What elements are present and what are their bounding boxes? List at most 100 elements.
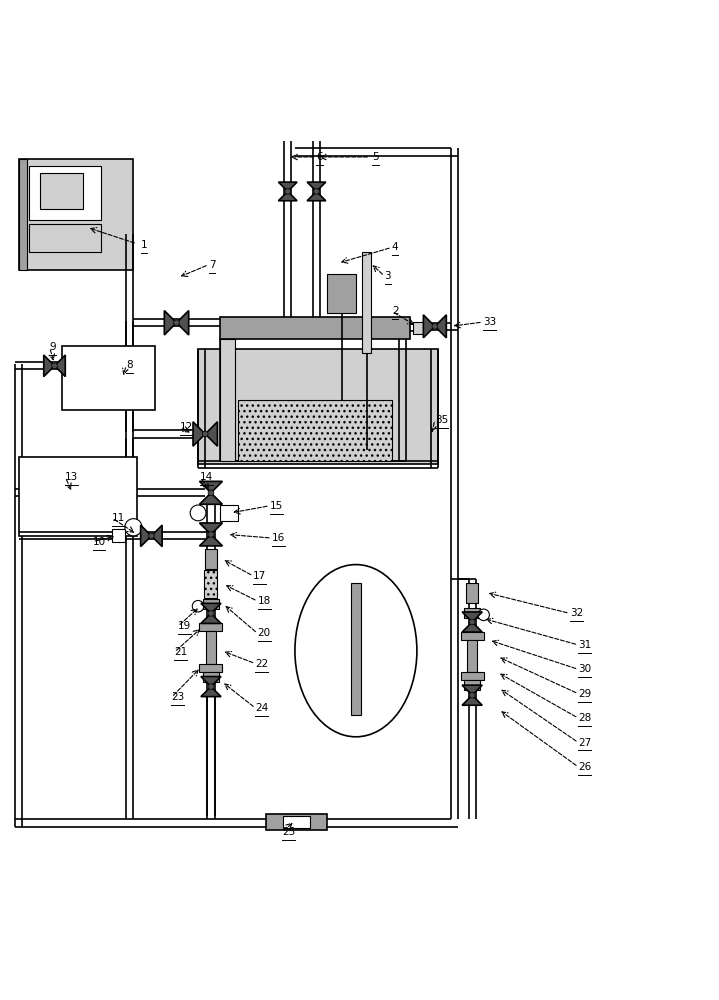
Polygon shape xyxy=(201,687,221,697)
Polygon shape xyxy=(193,422,205,446)
Bar xyxy=(461,672,484,680)
Text: 19: 19 xyxy=(178,621,191,631)
Polygon shape xyxy=(205,422,217,446)
Polygon shape xyxy=(176,311,188,335)
Text: 20: 20 xyxy=(257,628,271,638)
Circle shape xyxy=(52,363,58,369)
Bar xyxy=(204,570,217,598)
Text: 18: 18 xyxy=(257,596,271,606)
Polygon shape xyxy=(55,355,65,377)
Polygon shape xyxy=(462,612,482,622)
Text: 7: 7 xyxy=(209,260,216,270)
Text: 10: 10 xyxy=(93,537,106,547)
Bar xyxy=(219,317,410,339)
Bar xyxy=(226,339,399,461)
Bar xyxy=(464,680,480,690)
Polygon shape xyxy=(462,685,482,695)
Circle shape xyxy=(470,619,475,625)
Polygon shape xyxy=(462,695,482,705)
Circle shape xyxy=(208,684,214,689)
Circle shape xyxy=(313,189,319,194)
Polygon shape xyxy=(165,311,176,335)
Text: 3: 3 xyxy=(385,271,391,281)
Polygon shape xyxy=(435,315,446,338)
Circle shape xyxy=(192,600,203,612)
Text: 29: 29 xyxy=(578,689,592,699)
Polygon shape xyxy=(199,523,222,534)
Polygon shape xyxy=(307,182,326,191)
Text: 30: 30 xyxy=(578,664,592,674)
Polygon shape xyxy=(201,613,221,623)
Polygon shape xyxy=(278,191,297,201)
Text: 22: 22 xyxy=(255,659,269,669)
Bar xyxy=(19,457,137,536)
Bar xyxy=(219,339,235,461)
Text: 25: 25 xyxy=(282,827,296,837)
Text: 14: 14 xyxy=(200,472,214,482)
Text: 4: 4 xyxy=(392,242,398,252)
Bar xyxy=(203,672,219,682)
Bar xyxy=(464,608,480,618)
Polygon shape xyxy=(141,525,152,547)
Bar xyxy=(467,583,478,603)
Bar xyxy=(205,549,216,569)
Text: 13: 13 xyxy=(65,472,78,482)
Polygon shape xyxy=(44,355,55,377)
Text: 17: 17 xyxy=(253,571,267,581)
Polygon shape xyxy=(199,481,222,493)
Circle shape xyxy=(202,431,208,437)
Circle shape xyxy=(470,692,475,698)
Bar xyxy=(199,664,222,672)
Text: 23: 23 xyxy=(172,692,185,702)
Text: 21: 21 xyxy=(174,647,188,657)
Polygon shape xyxy=(307,191,326,201)
Text: 16: 16 xyxy=(272,533,285,543)
Bar xyxy=(206,631,216,664)
Polygon shape xyxy=(152,525,162,547)
Bar xyxy=(266,814,327,830)
Bar xyxy=(237,400,392,461)
Circle shape xyxy=(174,320,179,326)
Polygon shape xyxy=(423,315,435,338)
Text: 28: 28 xyxy=(578,713,592,723)
Circle shape xyxy=(208,490,214,496)
Bar xyxy=(29,224,101,252)
Bar xyxy=(362,252,371,353)
Text: 12: 12 xyxy=(180,422,193,432)
Bar xyxy=(112,529,125,542)
Bar xyxy=(327,274,356,313)
Polygon shape xyxy=(278,182,297,191)
Text: 11: 11 xyxy=(112,513,125,523)
Bar xyxy=(283,816,310,828)
Bar xyxy=(351,583,361,715)
Text: 8: 8 xyxy=(127,360,133,370)
Text: 1: 1 xyxy=(141,240,147,250)
Bar xyxy=(203,599,219,609)
Text: 9: 9 xyxy=(50,342,56,352)
Polygon shape xyxy=(201,603,221,613)
Bar xyxy=(198,349,439,464)
Bar xyxy=(19,159,27,270)
Bar xyxy=(19,159,134,270)
Bar xyxy=(40,173,83,209)
Circle shape xyxy=(208,611,214,616)
Text: 2: 2 xyxy=(392,306,398,316)
Text: 24: 24 xyxy=(255,703,269,713)
Text: 33: 33 xyxy=(483,317,496,327)
Bar xyxy=(219,505,238,521)
Bar xyxy=(413,322,426,334)
Circle shape xyxy=(432,323,438,329)
Text: 35: 35 xyxy=(435,415,448,425)
Text: 32: 32 xyxy=(569,608,583,618)
Bar xyxy=(199,623,222,631)
Circle shape xyxy=(125,519,142,536)
Text: 31: 31 xyxy=(578,640,592,650)
Text: 5: 5 xyxy=(372,152,379,162)
Circle shape xyxy=(285,189,290,194)
Ellipse shape xyxy=(295,565,417,737)
Circle shape xyxy=(208,532,214,537)
Text: 27: 27 xyxy=(578,738,592,748)
Polygon shape xyxy=(199,534,222,546)
Circle shape xyxy=(149,533,155,539)
Circle shape xyxy=(190,505,206,521)
